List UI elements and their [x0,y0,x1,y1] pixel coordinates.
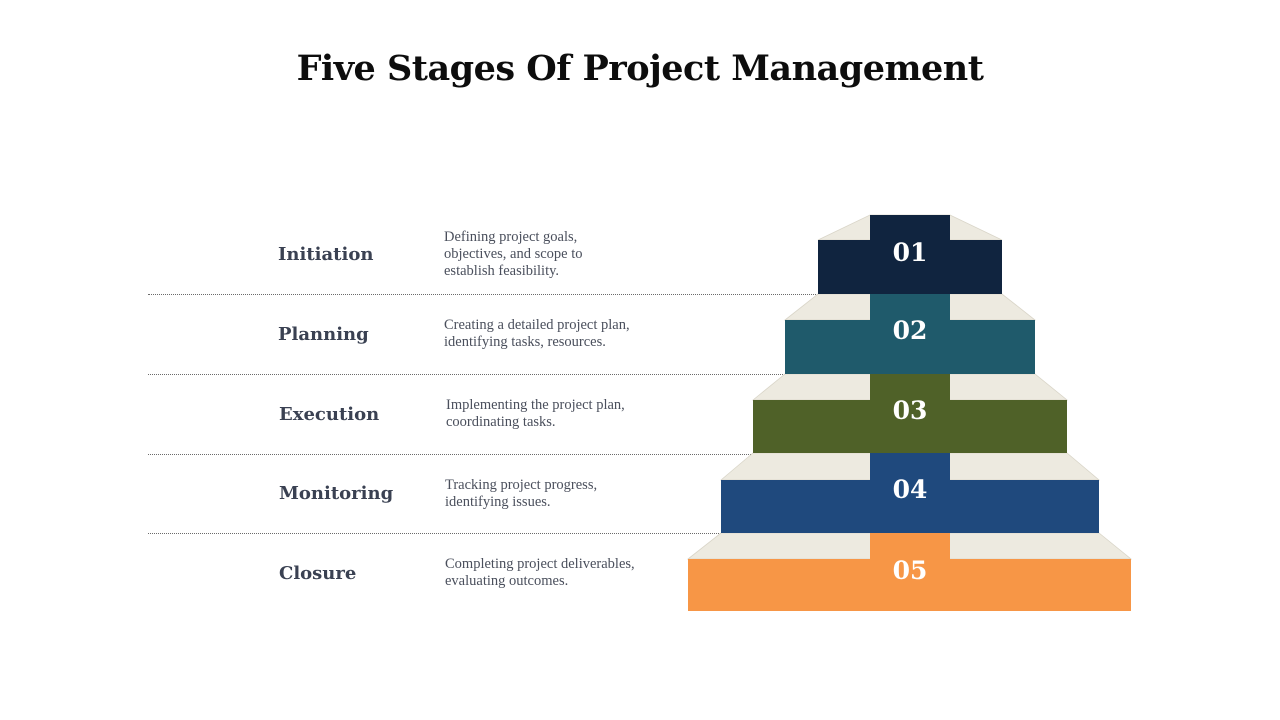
description-line: Creating a detailed project plan, [444,317,630,333]
tier-column-03 [870,374,950,453]
stage-name-monitoring: Monitoring [279,483,394,504]
description-line: objectives, and scope to [444,246,583,262]
tier-column-05 [870,533,950,611]
stage-name-planning: Planning [278,324,369,345]
divider-line [148,454,753,455]
tier-number-04: 04 [892,475,928,504]
divider-line [148,294,818,295]
stage-name-initiation: Initiation [278,244,374,265]
description-line: identifying issues. [445,494,551,510]
description-line: Defining project goals, [444,229,578,245]
stage-name-closure: Closure [279,563,357,584]
stage-description-monitoring: Tracking project progress, identifying i… [445,477,597,511]
stage-description-execution: Implementing the project plan, coordinat… [446,397,625,431]
tier-number-05: 05 [892,556,928,585]
tier-column-04 [870,453,950,533]
tier-column-02 [870,294,950,374]
description-line: Completing project deliverables, [445,556,635,572]
stage-description-initiation: Defining project goals, objectives, and … [444,229,583,280]
tier-number-01: 01 [892,238,928,267]
description-line: establish feasibility. [444,263,560,279]
divider-line [148,533,721,534]
stage-description-planning: Creating a detailed project plan, identi… [444,317,630,351]
slide-title: Five Stages Of Project Management [296,48,984,89]
tier-column-01 [870,215,950,294]
description-line: evaluating outcomes. [445,573,569,589]
description-line: Tracking project progress, [445,477,598,493]
divider-line [148,374,785,375]
stage-description-closure: Completing project deliverables, evaluat… [445,556,635,590]
stage-name-execution: Execution [279,404,380,425]
description-line: identifying tasks, resources. [444,334,606,350]
tier-number-03: 03 [892,396,928,425]
tier-number-02: 02 [892,316,928,345]
description-line: Implementing the project plan, [446,397,625,413]
description-line: coordinating tasks. [446,414,556,430]
